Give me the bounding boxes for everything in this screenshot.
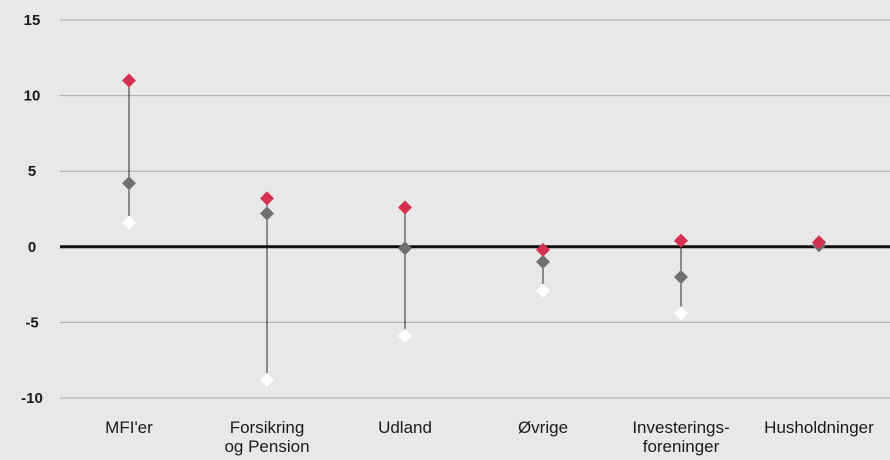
y-tick-label: -5 xyxy=(25,314,38,331)
x-tick-label-line: og Pension xyxy=(224,437,309,456)
x-axis-ticks: MFI'er Forsikring og Pension Udland Øvrige In… xyxy=(105,418,874,456)
y-axis-ticks: 15 10 5 0 -5 -10 xyxy=(21,12,43,407)
x-tick-label-line: Øvrige xyxy=(518,418,568,437)
x-tick-label-line: foreninger xyxy=(643,437,720,456)
diamond-marker xyxy=(536,254,550,269)
x-tick-label: Investerings-foreninger xyxy=(632,418,729,456)
x-tick-label-line: Investerings- xyxy=(632,418,729,437)
diamond-marker xyxy=(122,73,136,88)
range-lines xyxy=(128,80,820,380)
x-tick-label: Husholdninger xyxy=(764,418,874,437)
x-tick-label-line: Husholdninger xyxy=(764,418,874,437)
diamond-marker xyxy=(122,176,136,191)
y-tick-label: 15 xyxy=(24,12,41,29)
diamond-marker xyxy=(674,233,688,248)
diamond-marker xyxy=(398,200,412,215)
diamond-marker xyxy=(398,241,412,256)
y-tick-label: 0 xyxy=(28,239,36,256)
x-tick-label-line: Udland xyxy=(378,418,432,437)
diamond-marker xyxy=(536,283,550,298)
diamond-marker xyxy=(260,191,274,206)
x-tick-label-line: Forsikring xyxy=(230,418,305,437)
diamond-marker xyxy=(398,329,412,344)
y-tick-label: 5 xyxy=(28,163,36,180)
y-tick-label: 10 xyxy=(24,88,41,105)
diamond-marker xyxy=(260,206,274,221)
data-points xyxy=(122,73,826,387)
y-tick-label: -10 xyxy=(21,390,43,407)
diamond-marker xyxy=(260,372,274,387)
diamond-marker xyxy=(536,242,550,257)
diamond-marker xyxy=(674,270,688,285)
diamond-marker xyxy=(122,215,136,230)
diamond-marker xyxy=(674,306,688,321)
x-tick-label: Forsikring og Pension xyxy=(224,418,309,456)
x-tick-label: MFI'er xyxy=(105,418,153,437)
x-tick-label: Udland xyxy=(378,418,432,437)
gridlines xyxy=(60,19,890,399)
diamond-marker xyxy=(812,235,826,250)
x-tick-label: Øvrige xyxy=(518,418,568,437)
x-tick-label-line: MFI'er xyxy=(105,418,153,437)
